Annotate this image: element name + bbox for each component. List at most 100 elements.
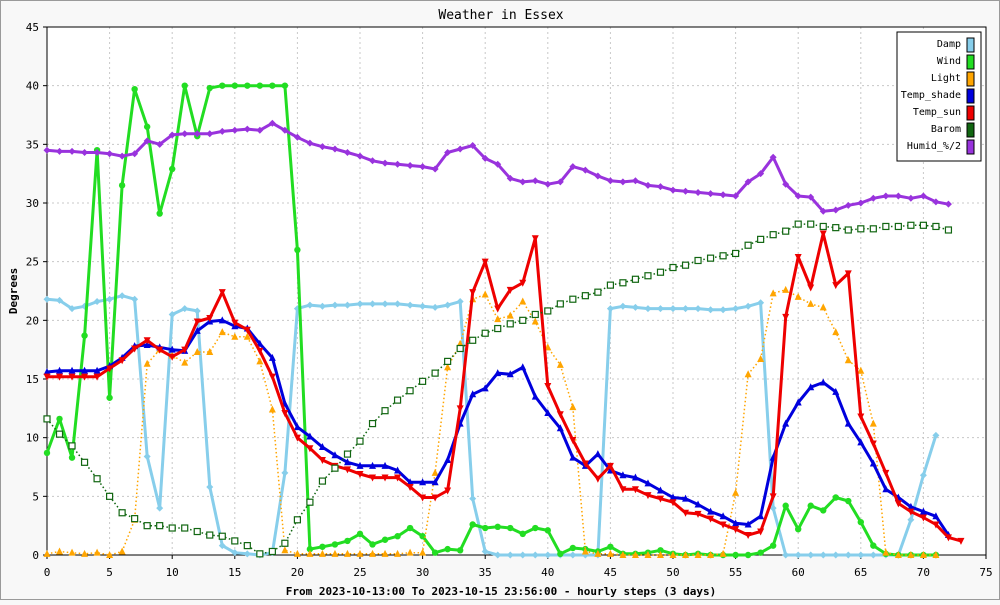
data-point-temp-shade xyxy=(81,366,89,374)
data-point-wind xyxy=(219,82,226,89)
data-point-barom xyxy=(594,288,602,296)
data-point-humid-2 xyxy=(907,194,915,202)
data-point-humid-2 xyxy=(857,199,865,207)
data-point-temp-shade xyxy=(56,366,64,374)
x-tick-label: 40 xyxy=(541,566,554,579)
data-point-temp-shade xyxy=(343,458,351,466)
data-point-barom xyxy=(882,222,890,231)
data-point-light xyxy=(807,299,815,307)
data-point-light xyxy=(644,551,652,558)
data-point-barom xyxy=(368,419,377,428)
data-point-damp xyxy=(844,551,852,559)
x-tick-label: 5 xyxy=(106,566,113,579)
data-point-damp xyxy=(732,305,740,313)
data-point-temp-sun xyxy=(81,373,89,381)
data-point-light xyxy=(243,332,251,340)
data-point-light xyxy=(869,419,877,427)
data-point-temp-sun xyxy=(356,471,364,479)
data-point-temp-sun xyxy=(569,437,577,445)
data-point-damp xyxy=(656,305,664,313)
data-point-wind xyxy=(43,449,51,457)
y-tick-label: 15 xyxy=(26,373,39,386)
data-point-humid-2 xyxy=(519,178,527,186)
data-point-temp-sun xyxy=(957,537,965,545)
data-point-temp-shade xyxy=(794,398,802,406)
data-point-barom xyxy=(794,220,802,228)
data-point-barom xyxy=(631,275,640,283)
data-point-barom xyxy=(932,222,940,231)
data-point-humid-2 xyxy=(581,166,589,174)
data-point-wind xyxy=(206,84,213,92)
data-point-temp-shade xyxy=(656,486,664,494)
data-point-humid-2 xyxy=(293,133,301,141)
data-point-humid-2 xyxy=(318,143,326,151)
data-point-temp-sun xyxy=(93,373,101,381)
x-tick-label: 65 xyxy=(854,566,867,579)
data-point-damp xyxy=(519,551,527,559)
data-point-barom xyxy=(168,524,176,532)
data-point-barom xyxy=(857,225,865,233)
data-point-damp xyxy=(156,504,164,512)
data-point-barom xyxy=(206,531,214,539)
data-point-damp xyxy=(193,307,201,315)
data-point-damp xyxy=(43,295,51,303)
data-point-temp-sun xyxy=(444,487,452,495)
data-point-temp-shade xyxy=(882,485,890,493)
data-point-wind xyxy=(807,502,814,509)
data-point-barom xyxy=(381,407,389,415)
data-point-wind xyxy=(281,82,289,89)
data-point-light xyxy=(832,328,840,336)
y-tick-label: 40 xyxy=(26,80,39,93)
x-tick-label: 75 xyxy=(979,566,992,579)
data-point-damp xyxy=(331,301,339,309)
data-point-temp-shade xyxy=(356,461,364,469)
data-point-barom xyxy=(757,235,765,243)
data-point-light xyxy=(581,547,589,555)
data-point-temp-sun xyxy=(218,289,226,297)
data-point-wind xyxy=(344,537,351,545)
data-point-humid-2 xyxy=(732,192,740,200)
data-point-wind xyxy=(156,210,163,217)
data-point-humid-2 xyxy=(894,192,902,200)
plot-area: 0 5 10 15 20 25 30 35 40 45 50 55 60 65 70 75 0 5 10 15 20 25… xyxy=(26,21,993,579)
data-point-barom xyxy=(193,527,201,536)
data-point-barom xyxy=(143,522,151,530)
data-point-barom xyxy=(832,224,840,232)
data-point-wind xyxy=(782,502,789,509)
data-point-barom xyxy=(318,477,327,485)
data-point-barom xyxy=(619,279,627,287)
data-point-light xyxy=(707,551,715,558)
data-point-temp-shade xyxy=(707,507,715,515)
x-tick-label: 55 xyxy=(729,566,742,579)
data-point-light xyxy=(594,549,602,557)
data-point-light xyxy=(369,549,377,557)
data-point-barom xyxy=(731,249,740,258)
data-point-temp-sun xyxy=(819,230,827,238)
data-point-barom xyxy=(556,300,564,308)
data-point-humid-2 xyxy=(243,125,251,133)
data-point-barom xyxy=(456,344,464,353)
data-point-humid-2 xyxy=(106,150,114,158)
data-point-temp-sun xyxy=(757,528,765,536)
data-point-barom xyxy=(706,254,715,262)
data-point-temp-sun xyxy=(669,499,677,507)
data-point-temp-shade xyxy=(394,466,402,474)
data-point-damp xyxy=(932,431,940,439)
data-point-light xyxy=(318,549,326,557)
series-barom xyxy=(43,220,953,558)
data-point-humid-2 xyxy=(218,127,226,135)
data-point-damp xyxy=(356,300,364,308)
data-point-barom xyxy=(581,292,589,300)
data-point-damp xyxy=(719,306,727,314)
data-point-temp-sun xyxy=(932,521,940,529)
data-point-barom xyxy=(769,231,777,239)
data-point-humid-2 xyxy=(669,186,677,194)
data-point-light xyxy=(656,551,664,558)
data-point-damp xyxy=(694,305,702,313)
data-point-damp xyxy=(919,471,927,479)
legend-label: Barom xyxy=(931,124,961,135)
data-point-temp-sun xyxy=(919,514,927,522)
data-point-damp xyxy=(68,305,76,313)
data-point-temp-sun xyxy=(306,445,314,453)
